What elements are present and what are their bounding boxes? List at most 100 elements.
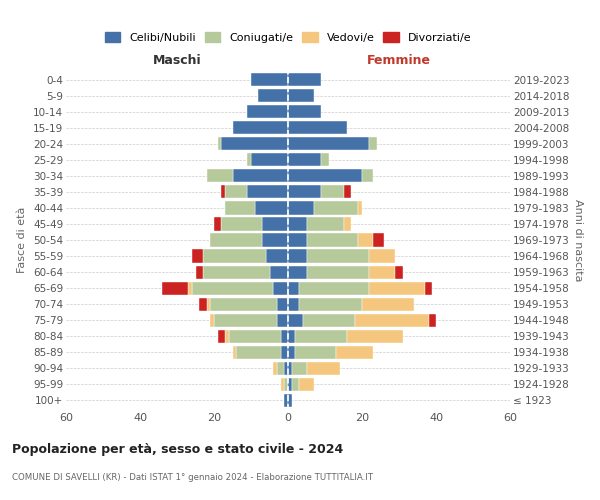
Bar: [211, 314, 214, 327]
Bar: [259, 89, 288, 102]
Bar: [192, 250, 203, 262]
Bar: [370, 250, 395, 262]
Bar: [233, 170, 288, 182]
Bar: [295, 346, 336, 359]
Bar: [362, 170, 373, 182]
Y-axis label: Fasce di età: Fasce di età: [17, 207, 28, 273]
Bar: [214, 218, 221, 230]
Bar: [347, 330, 403, 343]
Bar: [281, 378, 284, 391]
Bar: [428, 314, 436, 327]
Bar: [225, 202, 254, 214]
Bar: [288, 89, 314, 102]
Bar: [343, 186, 351, 198]
Bar: [343, 218, 351, 230]
Bar: [358, 234, 373, 246]
Text: Maschi: Maschi: [152, 54, 202, 66]
Bar: [254, 202, 288, 214]
Bar: [373, 234, 384, 246]
Bar: [395, 266, 403, 278]
Bar: [288, 121, 347, 134]
Bar: [288, 298, 299, 310]
Bar: [247, 153, 251, 166]
Bar: [307, 218, 343, 230]
Bar: [266, 250, 288, 262]
Text: Femmine: Femmine: [367, 54, 431, 66]
Bar: [206, 170, 233, 182]
Bar: [247, 186, 288, 198]
Text: COMUNE DI SAVELLI (KR) - Dati ISTAT 1° gennaio 2024 - Elaborazione TUTTITALIA.IT: COMUNE DI SAVELLI (KR) - Dati ISTAT 1° g…: [12, 472, 373, 482]
Bar: [277, 314, 288, 327]
Bar: [295, 330, 347, 343]
Bar: [322, 153, 329, 166]
Bar: [288, 73, 322, 86]
Bar: [288, 282, 299, 294]
Bar: [206, 298, 210, 310]
Bar: [299, 378, 314, 391]
Bar: [273, 282, 288, 294]
Y-axis label: Anni di nascita: Anni di nascita: [574, 198, 583, 281]
Bar: [288, 105, 322, 118]
Bar: [284, 362, 288, 375]
Bar: [210, 298, 277, 310]
Bar: [307, 234, 358, 246]
Bar: [336, 346, 373, 359]
Bar: [251, 153, 288, 166]
Bar: [288, 378, 292, 391]
Bar: [281, 346, 288, 359]
Bar: [221, 218, 262, 230]
Legend: Celibi/Nubili, Coniugati/e, Vedovi/e, Divorziati/e: Celibi/Nubili, Coniugati/e, Vedovi/e, Di…: [100, 28, 476, 48]
Bar: [262, 234, 288, 246]
Bar: [162, 282, 188, 294]
Bar: [370, 137, 377, 150]
Bar: [288, 330, 295, 343]
Bar: [370, 282, 425, 294]
Bar: [262, 218, 288, 230]
Bar: [322, 186, 343, 198]
Bar: [303, 314, 355, 327]
Bar: [225, 330, 229, 343]
Bar: [288, 186, 322, 198]
Bar: [288, 218, 307, 230]
Bar: [307, 266, 370, 278]
Bar: [269, 266, 288, 278]
Bar: [288, 170, 362, 182]
Bar: [314, 202, 358, 214]
Bar: [288, 346, 295, 359]
Bar: [307, 362, 340, 375]
Bar: [307, 250, 370, 262]
Bar: [355, 314, 428, 327]
Bar: [203, 250, 266, 262]
Bar: [288, 202, 314, 214]
Bar: [199, 298, 206, 310]
Bar: [214, 314, 277, 327]
Bar: [273, 362, 277, 375]
Bar: [284, 378, 288, 391]
Bar: [218, 330, 225, 343]
Bar: [196, 266, 203, 278]
Bar: [281, 330, 288, 343]
Bar: [288, 266, 307, 278]
Text: Popolazione per età, sesso e stato civile - 2024: Popolazione per età, sesso e stato civil…: [12, 442, 343, 456]
Bar: [203, 266, 269, 278]
Bar: [358, 202, 362, 214]
Bar: [292, 378, 299, 391]
Bar: [362, 298, 414, 310]
Bar: [218, 137, 221, 150]
Bar: [236, 346, 281, 359]
Bar: [288, 394, 292, 407]
Bar: [288, 362, 292, 375]
Bar: [251, 73, 288, 86]
Bar: [233, 346, 236, 359]
Bar: [288, 250, 307, 262]
Bar: [299, 298, 362, 310]
Bar: [288, 137, 370, 150]
Bar: [221, 186, 225, 198]
Bar: [288, 314, 303, 327]
Bar: [288, 234, 307, 246]
Bar: [277, 362, 284, 375]
Bar: [425, 282, 432, 294]
Bar: [192, 282, 273, 294]
Bar: [299, 282, 370, 294]
Bar: [229, 330, 281, 343]
